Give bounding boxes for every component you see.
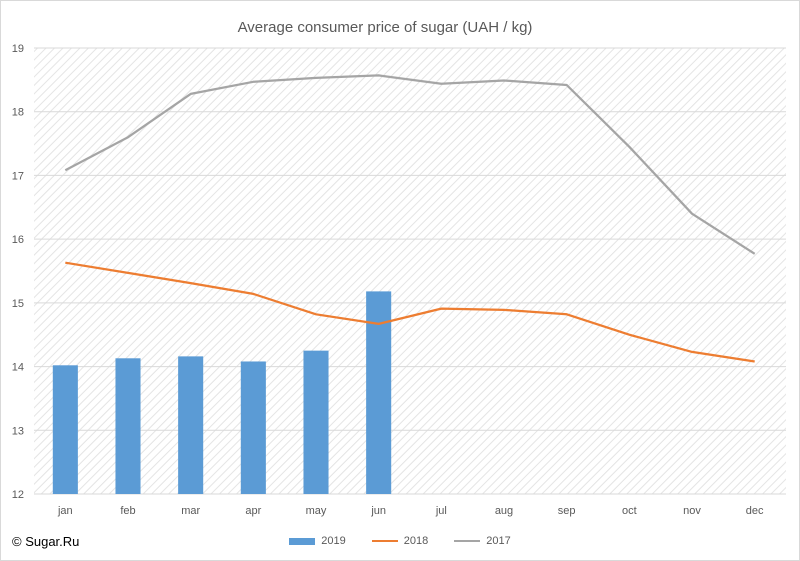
line-2018 <box>65 261 755 363</box>
bar-2019-feb <box>115 358 141 494</box>
y-tick-label: 16 <box>12 234 24 246</box>
legend-item-2017: 2017 <box>454 535 511 547</box>
bar-2019-apr <box>240 361 266 494</box>
bar-2019-jun <box>366 291 392 494</box>
legend-item-2019: 2019 <box>289 535 346 547</box>
gridlines <box>34 47 786 495</box>
plot-area <box>34 48 786 494</box>
x-tick-label: sep <box>558 505 576 517</box>
bar-2019-mar <box>178 356 204 494</box>
legend-swatch <box>454 540 481 542</box>
legend: 2019 2018 2017 <box>0 535 800 547</box>
y-tick-label: 19 <box>12 43 24 55</box>
y-axis: 12 13 14 15 16 17 18 19 <box>12 43 24 501</box>
x-tick-label: dec <box>746 505 764 517</box>
chart-title: Average consumer price of sugar (UAH / k… <box>237 19 533 36</box>
y-tick-label: 18 <box>12 107 24 119</box>
y-tick-label: 12 <box>12 489 24 501</box>
x-tick-label: aug <box>495 505 513 517</box>
line-series <box>64 74 756 363</box>
x-tick-label: may <box>306 505 327 517</box>
x-tick-label: mar <box>181 505 200 517</box>
bar-2019-jan <box>52 365 78 494</box>
x-axis: jan feb mar apr may jun jul aug sep oct nov dec <box>57 505 764 517</box>
x-tick-label: jul <box>435 505 447 517</box>
source-credit: © Sugar.Ru <box>12 534 80 549</box>
legend-label: 2019 <box>321 535 346 547</box>
legend-label: 2017 <box>486 535 511 547</box>
x-tick-label: jun <box>370 505 386 517</box>
legend-swatch <box>371 540 398 542</box>
y-tick-label: 14 <box>12 362 24 374</box>
x-tick-label: apr <box>245 505 261 517</box>
legend-label: 2018 <box>403 535 429 547</box>
legend-item-2018: 2018 <box>371 535 429 547</box>
bars-series <box>52 291 392 494</box>
y-tick-label: 17 <box>12 170 24 182</box>
line-2017 <box>64 74 756 255</box>
legend-swatch <box>289 537 316 545</box>
x-tick-label: feb <box>120 505 135 517</box>
x-tick-label: nov <box>683 505 701 517</box>
y-tick-label: 13 <box>12 425 24 437</box>
x-tick-label: jan <box>57 505 73 517</box>
bar-2019-may <box>303 350 329 494</box>
x-tick-label: oct <box>622 505 637 517</box>
y-tick-label: 15 <box>12 298 24 310</box>
